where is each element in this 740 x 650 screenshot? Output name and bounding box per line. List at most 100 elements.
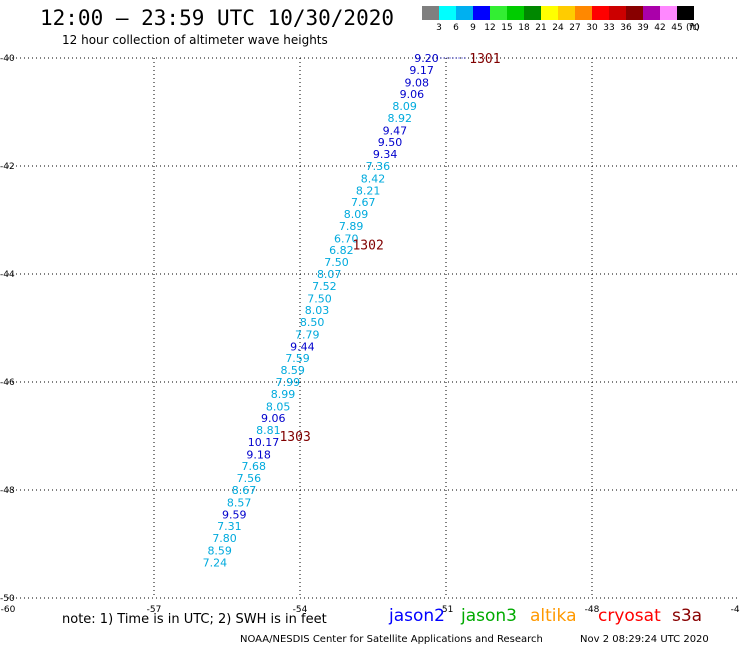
wave-height-value: 7.52 bbox=[312, 280, 337, 293]
legend-swatch bbox=[524, 6, 541, 20]
y-tick-label: -50 bbox=[0, 594, 15, 604]
map-subtitle: 12 hour collection of altimeter wave hei… bbox=[62, 33, 328, 47]
legend-label: 9 bbox=[470, 23, 476, 33]
time-label: 1302 bbox=[352, 238, 383, 253]
time-label: 1301 bbox=[469, 52, 500, 67]
wave-height-value: 8.03 bbox=[305, 304, 330, 317]
mission-label: cryosat bbox=[598, 606, 661, 626]
y-tick-label: -40 bbox=[0, 54, 15, 64]
wave-height-value: 7.56 bbox=[237, 472, 262, 485]
wave-height-value: 8.59 bbox=[280, 364, 305, 377]
wave-height-value: 8.59 bbox=[207, 544, 232, 557]
wave-height-value: 6.82 bbox=[329, 244, 354, 257]
wave-height-value: 8.21 bbox=[356, 184, 381, 197]
legend-label: 27 bbox=[569, 23, 581, 33]
legend-label: 70 bbox=[688, 23, 700, 33]
y-tick-label: -48 bbox=[0, 486, 15, 496]
legend-label: 6 bbox=[453, 23, 459, 33]
x-tick-label: -60 bbox=[1, 605, 16, 615]
wave-height-value: 10.17 bbox=[248, 436, 280, 449]
wave-height-value: 8.57 bbox=[227, 496, 252, 509]
legend-swatch bbox=[609, 6, 626, 20]
wave-height-value: 8.42 bbox=[361, 172, 386, 185]
wave-height-value: 9.44 bbox=[290, 340, 315, 353]
wave-height-value: 8.09 bbox=[392, 100, 417, 113]
wave-height-value: 7.24 bbox=[203, 556, 228, 569]
y-tick-label: -42 bbox=[0, 162, 15, 172]
legend-label: 15 bbox=[501, 23, 513, 33]
wave-height-value: 9.06 bbox=[261, 412, 286, 425]
wave-height-value: 9.20 bbox=[414, 52, 439, 65]
legend-label: 36 bbox=[620, 23, 632, 33]
mission-label: jason3 bbox=[461, 606, 517, 626]
x-tick-label: -54 bbox=[293, 605, 308, 615]
wave-height-value: 8.92 bbox=[388, 112, 413, 125]
legend-label: 42 bbox=[654, 23, 666, 33]
legend-label: 12 bbox=[484, 23, 496, 33]
legend-swatch bbox=[456, 6, 473, 20]
legend-swatch bbox=[422, 6, 439, 20]
wave-height-value: 8.05 bbox=[266, 400, 291, 413]
legend-swatch bbox=[558, 6, 575, 20]
x-tick-label: -57 bbox=[147, 605, 162, 615]
credit-line: NOAA/NESDIS Center for Satellite Applica… bbox=[240, 634, 543, 645]
wave-height-value: 9.34 bbox=[373, 148, 398, 161]
wave-height-value: 9.06 bbox=[400, 88, 425, 101]
axis-tick-labels: -60 -57 -54 -51 -48 -45 -40 -42 -44 -46 -48 -50 bbox=[0, 54, 740, 615]
legend-swatch bbox=[677, 6, 694, 20]
wave-height-value: 7.68 bbox=[242, 460, 267, 473]
legend-label: 33 bbox=[603, 23, 615, 33]
legend-label: 3 bbox=[436, 23, 442, 33]
legend-swatch bbox=[439, 6, 456, 20]
wave-height-value: 9.18 bbox=[246, 448, 271, 461]
wave-height-value: 9.59 bbox=[222, 508, 247, 521]
legend-label: 18 bbox=[518, 23, 530, 33]
legend-label: 24 bbox=[552, 23, 564, 33]
wave-height-value: 7.31 bbox=[217, 520, 242, 533]
legend-swatch bbox=[507, 6, 524, 20]
time-label: 1303 bbox=[279, 430, 310, 445]
wave-height-value: 8.07 bbox=[317, 268, 342, 281]
mission-label: jason2 bbox=[389, 606, 445, 626]
time-markers: 1301 1302 1303 bbox=[279, 52, 500, 445]
footer-note: note: 1) Time is in UTC; 2) SWH is in fe… bbox=[62, 612, 327, 627]
wave-height-value: 7.50 bbox=[324, 256, 349, 269]
wave-height-value: 8.50 bbox=[300, 316, 325, 329]
wave-height-value: 8.67 bbox=[232, 484, 257, 497]
x-tick-label: -51 bbox=[439, 605, 454, 615]
wave-height-value: 7.50 bbox=[307, 292, 332, 305]
legend-swatch bbox=[575, 6, 592, 20]
wave-height-value: 7.79 bbox=[295, 328, 320, 341]
wave-height-value: 9.50 bbox=[378, 136, 403, 149]
wave-height-value: 8.99 bbox=[271, 388, 296, 401]
legend-label: 39 bbox=[637, 23, 649, 33]
legend-swatch bbox=[660, 6, 677, 20]
mission-label: altika bbox=[530, 606, 577, 626]
x-tick-label: -45 bbox=[731, 605, 740, 615]
wave-height-value: 9.47 bbox=[383, 124, 408, 137]
wave-height-value: 7.67 bbox=[351, 196, 376, 209]
map-title: 12:00 – 23:59 UTC 10/30/2020 bbox=[40, 6, 395, 30]
wave-height-value: 7.80 bbox=[212, 532, 237, 545]
legend-label: 30 bbox=[586, 23, 598, 33]
wave-height-value: 8.09 bbox=[344, 208, 369, 221]
legend-swatch bbox=[626, 6, 643, 20]
legend-swatch bbox=[490, 6, 507, 20]
grid-lines bbox=[8, 57, 738, 599]
wave-height-value: 7.99 bbox=[276, 376, 301, 389]
legend-swatch bbox=[473, 6, 490, 20]
wave-height-value: 8.81 bbox=[256, 424, 281, 437]
legend-swatch bbox=[541, 6, 558, 20]
wave-height-value: 9.08 bbox=[405, 76, 430, 89]
wave-height-labels: 9.209.179.089.068.098.929.479.509.347.36… bbox=[203, 52, 439, 569]
y-tick-label: -44 bbox=[0, 270, 15, 280]
legend-swatch bbox=[592, 6, 609, 20]
wave-height-value: 7.89 bbox=[339, 220, 364, 233]
generated-timestamp: Nov 2 08:29:24 UTC 2020 bbox=[580, 634, 709, 645]
y-tick-label: -46 bbox=[0, 378, 15, 388]
legend-label: 45 bbox=[671, 23, 683, 33]
wave-height-value: 7.59 bbox=[285, 352, 310, 365]
legend-label: 21 bbox=[535, 23, 547, 33]
legend-unit: (ft) bbox=[686, 23, 700, 33]
